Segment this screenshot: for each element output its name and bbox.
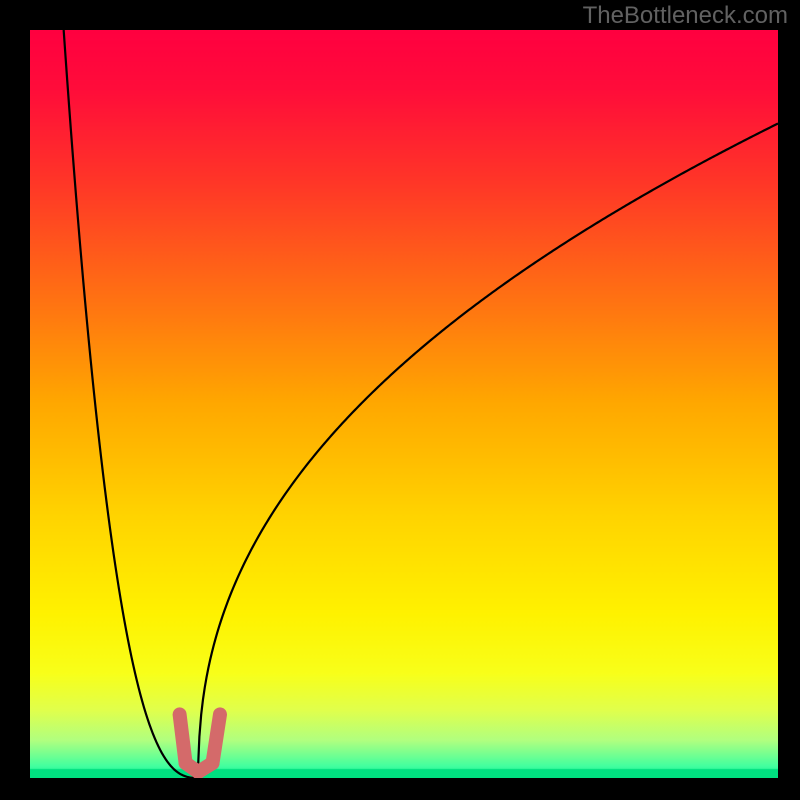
chart-container: TheBottleneck.com	[0, 0, 800, 800]
valley-marker-3	[213, 714, 220, 763]
plot-area	[30, 30, 778, 778]
curve-overlay	[30, 30, 778, 778]
watermark-text: TheBottleneck.com	[583, 2, 788, 30]
valley-marker-0	[180, 714, 186, 763]
bottleneck-curve	[64, 30, 778, 778]
